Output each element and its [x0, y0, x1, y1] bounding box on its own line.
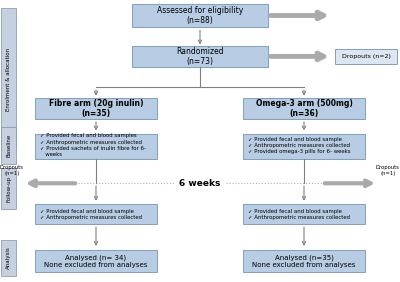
Text: ✓ Provided fecal and blood sample
✓ Anthropometric measures collected: ✓ Provided fecal and blood sample ✓ Anth… — [248, 209, 350, 220]
Text: Dropouts
(n=1): Dropouts (n=1) — [376, 165, 400, 176]
Text: Enrolment & allocation: Enrolment & allocation — [6, 47, 11, 111]
Text: Baseline: Baseline — [6, 134, 11, 157]
Text: Analysed (n=35)
None excluded from analyses: Analysed (n=35) None excluded from analy… — [252, 254, 356, 268]
FancyBboxPatch shape — [1, 8, 16, 149]
Text: Dropouts
(n=1): Dropouts (n=1) — [0, 165, 24, 176]
FancyBboxPatch shape — [132, 4, 268, 28]
Text: Analysed (n= 34)
None excluded from analyses: Analysed (n= 34) None excluded from anal… — [44, 254, 148, 268]
Text: ✓ Provided fecal and blood sample
✓ Anthropometric measures collected
✓ Provided: ✓ Provided fecal and blood sample ✓ Anth… — [248, 136, 350, 154]
FancyBboxPatch shape — [243, 204, 365, 224]
Text: Omega-3 arm (500mg)
(n=36): Omega-3 arm (500mg) (n=36) — [256, 99, 352, 118]
Text: Follow-up: Follow-up — [6, 176, 11, 202]
Text: ✓ Provided fecal and blood sample
✓ Anthropometric measures collected: ✓ Provided fecal and blood sample ✓ Anth… — [40, 209, 142, 220]
FancyBboxPatch shape — [35, 204, 157, 224]
Text: Randomized
(n=73): Randomized (n=73) — [176, 47, 224, 66]
FancyBboxPatch shape — [335, 49, 397, 64]
FancyBboxPatch shape — [35, 134, 157, 159]
FancyBboxPatch shape — [1, 240, 16, 276]
Text: 6 weeks: 6 weeks — [179, 179, 221, 188]
FancyBboxPatch shape — [243, 250, 365, 272]
Text: Fibre arm (20g inulin)
(n=35): Fibre arm (20g inulin) (n=35) — [49, 99, 143, 118]
Text: Analysis: Analysis — [6, 247, 11, 269]
FancyBboxPatch shape — [243, 134, 365, 159]
FancyBboxPatch shape — [243, 98, 365, 119]
FancyBboxPatch shape — [1, 127, 16, 164]
Text: Assessed for eligibility
(n=88): Assessed for eligibility (n=88) — [157, 6, 243, 25]
Text: Dropouts (n=2): Dropouts (n=2) — [342, 54, 390, 59]
FancyBboxPatch shape — [132, 46, 268, 67]
Text: ✓ Provided fecal and blood samples
✓ Anthropometric measures collected
✓ Provide: ✓ Provided fecal and blood samples ✓ Ant… — [40, 133, 146, 157]
FancyBboxPatch shape — [1, 169, 16, 209]
FancyBboxPatch shape — [35, 98, 157, 119]
FancyBboxPatch shape — [35, 250, 157, 272]
